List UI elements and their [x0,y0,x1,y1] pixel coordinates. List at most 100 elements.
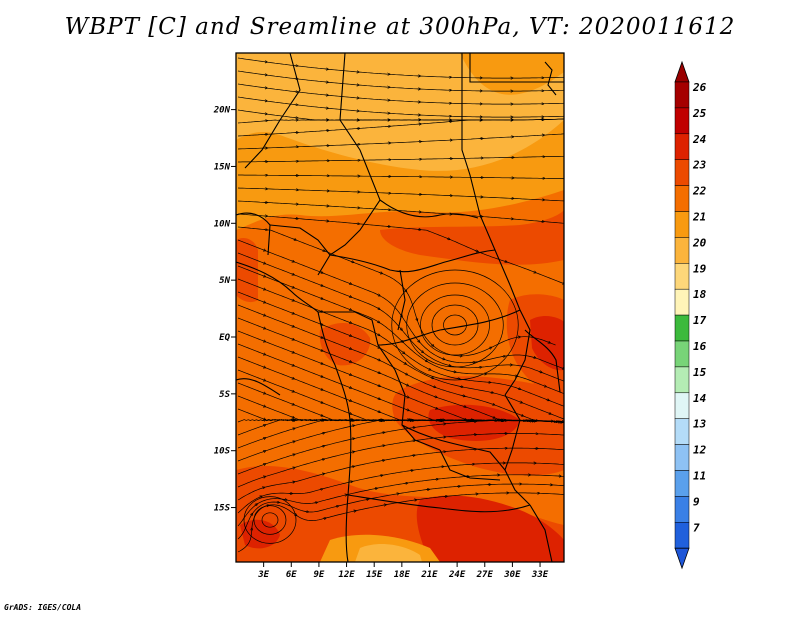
lon-tick-label: 15E [366,570,383,580]
streamline-arrow [351,452,354,453]
streamline-arrow [520,415,523,416]
streamline [237,462,564,514]
lon-tick-label: 6E [286,570,297,580]
lon-tick-label: 33E [531,570,549,580]
latitude-axis: 20N 15N 10N 5N EQ 5S 10S 15S [213,106,236,514]
colorbar-swatch [674,237,690,264]
streamline-arrow [262,263,265,264]
streamline-arrow [258,497,261,498]
streamline-arrow [291,261,293,262]
streamline-arrow [405,397,408,398]
streamline-arrow [532,357,535,358]
colorbar-label: 11 [693,470,706,483]
streamline [237,419,564,475]
colorbar-under-triangle [674,547,690,570]
lon-tick-label: 21E [420,570,438,580]
streamline-arrow [351,426,354,427]
streamline-arrow [319,389,322,390]
streamline-arrow [532,272,535,273]
streamline-arrow [348,296,351,297]
colorbar-swatch [674,211,690,238]
streamline-arrow [262,451,265,452]
streamline-arrow [319,298,322,299]
streamline-arrow [344,495,346,496]
colorbar-swatch [674,522,690,549]
streamline-arrow [561,368,564,369]
streamline-arrow [262,341,265,342]
streamline-arrow [291,420,294,421]
streamline-arrow [291,326,293,327]
streamline-arrow [403,363,406,364]
streamline-arrow [262,406,265,407]
streamline-arrow [488,348,491,349]
streamline-arrow [543,386,545,387]
lon-tick-label: 27E [476,570,494,580]
streamline-arrow [463,419,466,420]
streamline-arrow [548,413,550,414]
streamline-arrow [401,352,404,353]
streamline-arrow [348,348,351,349]
streamline-arrow [319,363,322,364]
colorbar-swatch [674,392,690,419]
streamline-arrow [291,365,293,366]
streamline-arrow [376,334,379,335]
lat-tick-label: 10S [214,447,231,457]
lon-tick-label: 24E [448,570,466,580]
streamline-arrow [433,396,436,397]
streamline-arrow [446,238,449,239]
streamline-arrow [319,350,322,351]
streamline-arrow [262,354,265,355]
streamline-arrow [376,321,379,322]
streamline-arrow [291,300,293,301]
colorbar-label: 21 [692,211,706,224]
lat-tick-label: 15S [214,504,231,514]
streamline-arrow [416,317,417,320]
streamline-arrow [377,308,379,309]
streamline-arrow [321,446,324,447]
streamline-gyre [431,304,479,346]
streamline-arrow [262,276,265,277]
streamline-arrow [424,360,427,361]
streamline-arrow [251,514,252,517]
streamline-arrow [519,402,522,403]
streamline-gyre [243,496,297,544]
streamline-arrow [546,399,548,400]
lat-tick-label: 10N [214,219,231,229]
streamline-arrow [319,376,322,377]
streamline-arrow [319,415,322,416]
colorbar-label: 26 [692,81,707,94]
streamline-gyre [253,505,287,535]
streamline-arrow [405,385,408,386]
streamline-arrow [547,342,549,343]
streamline-arrow [350,261,353,262]
streamline-arrow [379,273,382,274]
streamline-gyre [406,282,504,368]
colorbar-label: 24 [692,133,707,146]
streamline-arrow [321,459,324,460]
streamline-arrow [381,420,384,421]
streamline-arrow [321,433,324,434]
streamline-arrow [351,439,354,440]
streamline-arrow [291,468,294,469]
colorbar-label: 18 [693,288,707,301]
streamline-arrow [431,344,433,346]
streamline-arrow [348,361,351,362]
streamline-arrow [377,385,379,386]
colorbar: 26 25 24 23 22 21 20 19 18 17 16 15 14 13 12 11 9 7 [674,60,707,570]
streamline-arrow [377,372,379,373]
colorbar-swatch [674,340,690,368]
colorbar-label: 25 [692,107,707,120]
colorbar-label: 15 [693,366,707,379]
streamline-arrow [475,251,477,252]
streamline-arrow [447,365,450,366]
streamline-arrow [441,358,444,359]
streamline-arrow [405,409,408,410]
streamline-arrow [492,417,494,418]
streamline-gyre [420,294,490,356]
streamline-arrow [262,315,265,316]
streamline-arrow [321,250,324,251]
streamline-arrow [377,359,379,360]
streamline-arrow [348,309,351,310]
colorbar-label: 13 [693,418,707,431]
